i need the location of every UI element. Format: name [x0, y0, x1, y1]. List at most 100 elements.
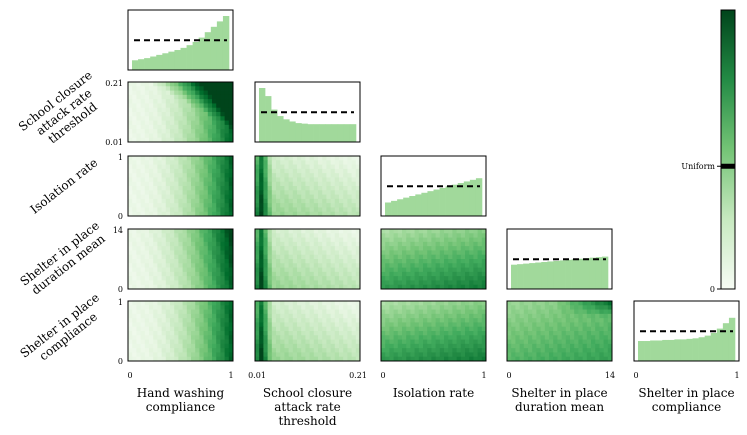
heatmap-cell: [280, 313, 285, 319]
heatmap-cell: [607, 348, 613, 353]
heatmap-cell: [326, 276, 331, 281]
heatmap-cell: [132, 203, 137, 208]
heatmap-cell: [132, 326, 137, 332]
heatmap-cell: [144, 190, 150, 195]
heatmap-cell: [203, 112, 209, 117]
heatmap-cell: [182, 335, 188, 340]
heatmap-cell: [224, 164, 230, 170]
heatmap-cell: [326, 207, 331, 213]
heatmap-cell: [582, 352, 588, 358]
heatmap-cell: [456, 267, 462, 273]
heatmap-cell: [199, 168, 204, 174]
heatmap-cell: [182, 326, 188, 332]
heatmap-cell: [523, 301, 529, 306]
heatmap-cell: [414, 348, 420, 353]
heatmap-cell: [220, 160, 225, 165]
heatmap-cell: [212, 103, 217, 109]
heatmap-cell: [385, 318, 390, 323]
heatmap-cell: [393, 309, 399, 315]
heatmap-cell: [339, 194, 344, 200]
heatmap-cell: [309, 305, 315, 310]
heatmap-cell: [228, 103, 234, 109]
heatmap-cell: [444, 339, 449, 345]
heatmap-cell: [292, 229, 298, 234]
heatmap-cell: [322, 181, 327, 187]
heatmap-cell: [199, 198, 204, 204]
heatmap-cell: [393, 250, 399, 256]
heatmap-cell: [132, 356, 137, 362]
heatmap-cell: [220, 237, 225, 243]
heatmap-cell: [228, 107, 234, 113]
heatmap-cell: [284, 164, 289, 170]
heatmap-cell: [276, 322, 281, 328]
heatmap-cell: [536, 305, 541, 310]
heatmap-cell: [153, 339, 158, 345]
heatmap-cell: [309, 237, 315, 243]
heatmap-cell: [191, 116, 196, 121]
heatmap-cell: [536, 356, 541, 362]
heatmap-cell: [343, 246, 348, 251]
heatmap-cell: [481, 284, 487, 290]
heatmap-cell: [339, 164, 344, 170]
heatmap-cell: [144, 82, 150, 87]
heatmap-cell: [132, 124, 137, 130]
heatmap-cell: [161, 168, 167, 174]
heatmap-cell: [540, 335, 546, 340]
heatmap-cell: [313, 233, 319, 238]
heatmap-cell: [216, 301, 221, 306]
heatmap-cell: [161, 246, 167, 251]
heatmap-cell: [255, 229, 260, 234]
heatmap-cell: [326, 335, 331, 340]
heatmap-cell: [414, 301, 420, 306]
heatmap-cell: [182, 301, 188, 306]
heatmap-cell: [178, 160, 183, 165]
heatmap-cell: [182, 90, 188, 96]
heatmap-cell: [284, 211, 289, 217]
heatmap-cell: [469, 250, 474, 256]
heatmap-cell: [301, 322, 306, 328]
heatmap-cell: [207, 173, 213, 178]
heatmap-cell: [410, 233, 415, 238]
heatmap-cell: [276, 207, 281, 213]
heatmap-cell: [355, 241, 361, 247]
heatmap-cell: [431, 313, 436, 319]
heatmap-cell: [481, 259, 487, 264]
heatmap-cell: [544, 352, 550, 358]
histogram-bar: [475, 178, 483, 216]
heatmap-cell: [186, 133, 192, 139]
heatmap-cell: [481, 356, 487, 362]
heatmap-cell: [570, 339, 575, 345]
heatmap-cell: [288, 233, 294, 238]
heatmap-cell: [276, 233, 281, 238]
heatmap-cell: [523, 352, 529, 358]
heatmap-cell: [174, 160, 179, 165]
heatmap-cell: [149, 203, 154, 208]
heatmap-cell: [228, 94, 234, 100]
heatmap-cell: [351, 254, 357, 260]
heatmap-cell: [431, 284, 436, 290]
heatmap-cell: [460, 335, 466, 340]
heatmap-cell: [322, 352, 327, 358]
heatmap-cell: [157, 348, 162, 353]
heatmap-cell: [136, 301, 141, 306]
heatmap-cell: [595, 322, 600, 328]
heatmap-cell: [149, 120, 154, 126]
heatmap-cell: [381, 343, 386, 349]
heatmap-cell: [284, 241, 289, 247]
heatmap-cell: [255, 280, 260, 286]
heatmap-cell: [456, 305, 462, 310]
heatmap-cell: [309, 322, 315, 328]
heatmap-cell: [511, 339, 516, 345]
heatmap-cell: [203, 168, 209, 174]
heatmap-cell: [385, 313, 390, 319]
heatmap-cell: [607, 352, 613, 358]
histogram-bar: [529, 263, 536, 289]
x-axis-label: Shelter in place: [511, 386, 607, 400]
heatmap-cell: [165, 168, 171, 174]
heatmap-cell: [280, 237, 285, 243]
heatmap-cell: [271, 326, 277, 332]
x-tick-label: 0: [127, 371, 132, 380]
heatmap-cell: [195, 322, 200, 328]
heatmap-cell: [170, 116, 175, 121]
heatmap-cell: [228, 237, 234, 243]
